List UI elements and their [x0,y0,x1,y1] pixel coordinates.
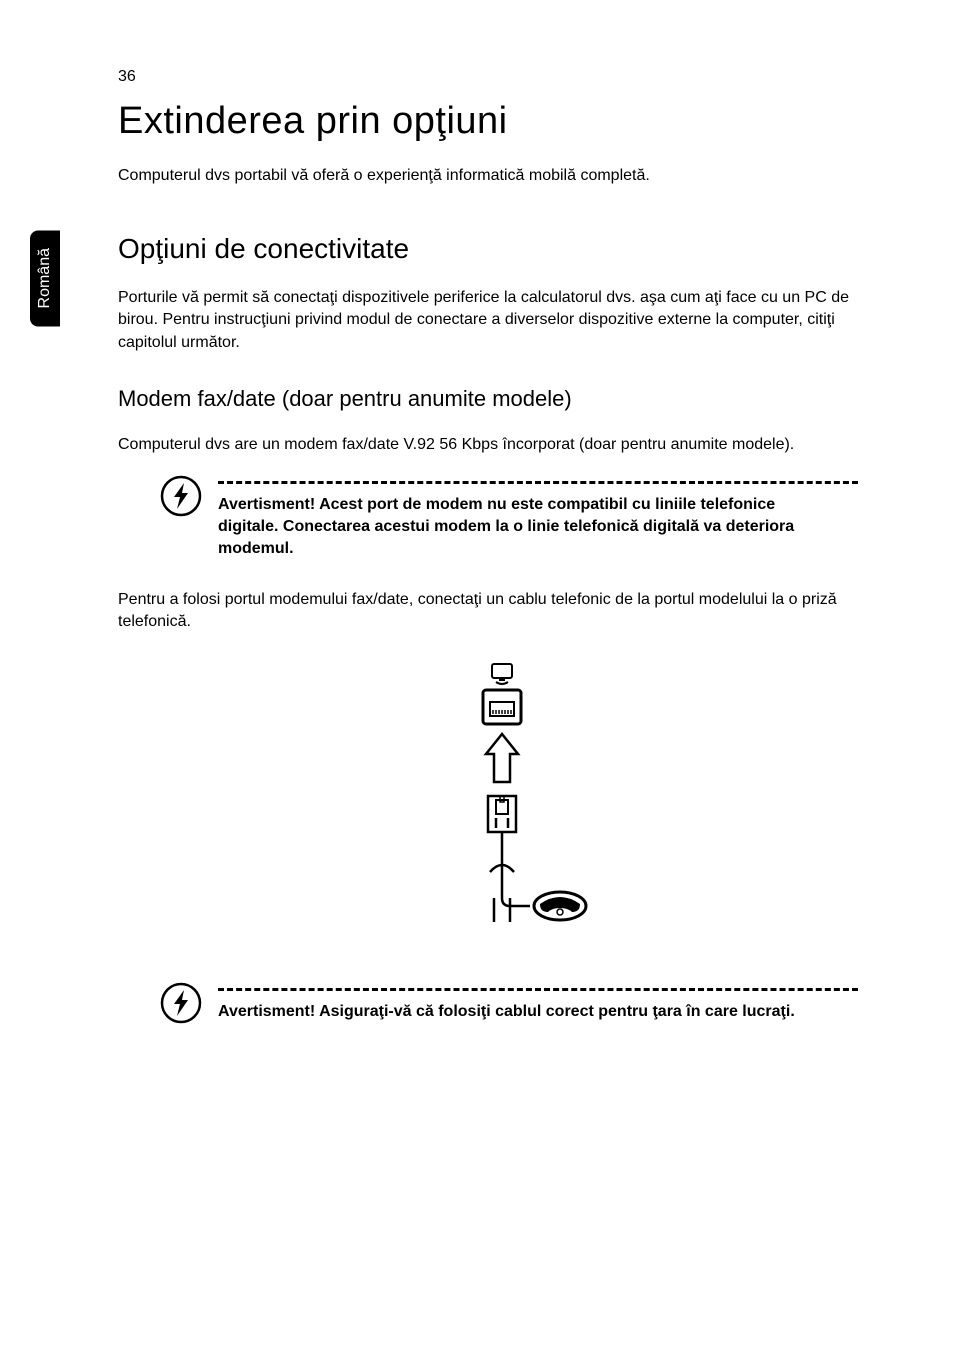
usage-paragraph: Pentru a folosi portul modemului fax/dat… [118,589,858,634]
modem-paragraph: Computerul dvs are un modem fax/date V.9… [118,434,858,456]
page-content: Extinderea prin opţiuni Computerul dvs p… [118,100,858,1076]
lightning-warning-icon [160,475,202,517]
connectivity-paragraph: Porturile vă permit să conectaţi dispozi… [118,287,858,354]
dashed-divider [218,988,858,991]
subsection-heading: Modem fax/date (doar pentru anumite mode… [118,386,858,412]
warning-block-1: Avertisment! Acest port de modem nu este… [118,481,858,561]
language-tab: Română [30,230,60,326]
warning-text-2: Avertisment! Asiguraţi-vă că folosiţi ca… [218,1001,838,1023]
page-number: 36 [118,68,136,86]
modem-connection-diagram [118,662,858,952]
lightning-warning-icon [160,982,202,1024]
warning-text-1: Avertisment! Acest port de modem nu este… [218,494,838,561]
dashed-divider [218,481,858,484]
warning-block-2: Avertisment! Asiguraţi-vă că folosiţi ca… [118,988,858,1048]
intro-paragraph: Computerul dvs portabil vă oferă o exper… [118,167,858,185]
page-title: Extinderea prin opţiuni [118,100,858,143]
section-heading: Opţiuni de conectivitate [118,233,858,265]
